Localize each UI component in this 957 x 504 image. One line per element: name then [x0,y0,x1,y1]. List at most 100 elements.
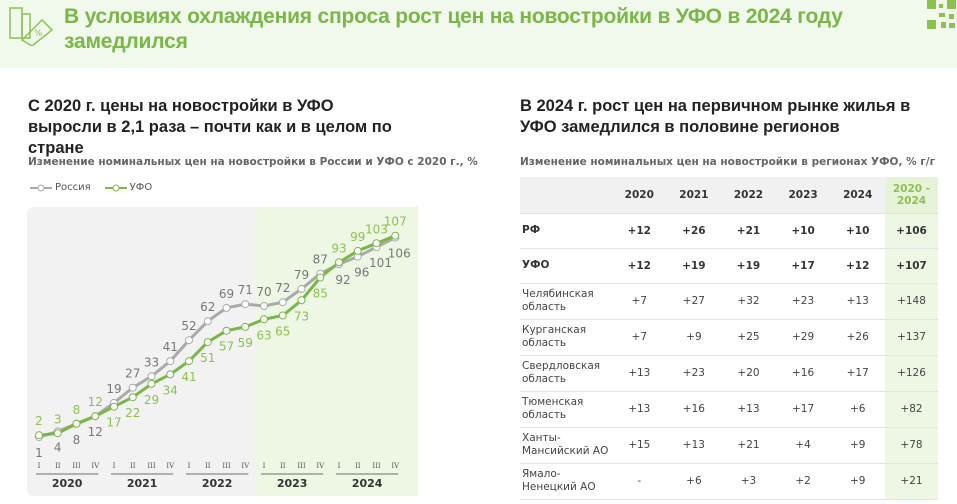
cell-value: +13 [612,355,667,392]
data-label: 12 [88,395,103,409]
data-label: 34 [163,383,178,397]
data-point [166,370,175,379]
data-label: 3 [54,412,62,426]
year-label: 2020 [52,477,83,490]
data-label: 12 [88,425,103,439]
right-subtitle: В 2024 г. рост цен на первичном рынке жи… [520,97,911,136]
data-point [185,336,193,345]
cell-value: +6 [666,463,722,500]
cell-value: +107 [885,248,938,284]
row-name: Курганская область [520,319,612,356]
regions-table: 2020 2021 2022 2023 2024 2020 - 2024 РФ +12 +26 +… [520,177,938,500]
cell-value: +82 [885,391,938,428]
cell-value: +17 [830,355,885,392]
data-point [335,258,343,267]
data-label: 52 [181,319,196,333]
data-label: 92 [335,273,350,287]
quarter-label: II [55,462,61,470]
data-label: 22 [125,406,140,420]
quarter-label: IV [166,462,175,470]
data-label: 57 [219,340,234,354]
legend-ufo: УФО [104,182,152,193]
data-label: 101 [369,256,392,270]
data-label: 87 [313,253,328,267]
column-header: 2023 [775,177,831,214]
cell-value: +13 [612,391,667,428]
cell-value: +21 [721,427,776,464]
cell-value: +13 [666,427,722,464]
cell-value: +20 [721,355,776,392]
data-label: 70 [256,285,271,299]
table-row: УФО +12 +19 +19 +17 +12 +107 [520,248,938,284]
cell-value: +19 [666,248,722,284]
cell-value: +7 [612,319,667,356]
quarter-label: II [355,462,361,470]
data-label: 33 [144,355,159,369]
column-header: 2020 - 2024 [885,177,938,214]
year-label: 2023 [277,477,308,490]
cell-value: +17 [775,391,831,428]
cell-value: +17 [775,248,831,284]
legend-russia: Россия [30,182,91,193]
cell-value: +32 [721,283,776,320]
data-point [353,246,362,255]
row-name: Ханты-Мансийский АО [520,427,612,464]
quarter-label: I [113,462,116,470]
row-name: УФО [520,248,612,284]
cell-value: +23 [775,283,831,320]
data-point [222,326,231,335]
cell-value: +26 [830,319,885,356]
quarter-label: III [147,462,156,470]
cell-value: +25 [721,319,776,356]
cell-value: +12 [830,248,885,284]
quarter-label: III [297,462,306,470]
cell-value: +9 [830,463,885,500]
data-label: 65 [275,325,290,339]
cell-value: +16 [666,391,722,428]
cell-value: +12 [612,248,667,284]
data-point [128,393,137,402]
cell-value: +10 [830,213,885,249]
quarter-label: IV [316,462,325,470]
legend: Россия УФО [30,182,152,193]
year-label: 2024 [352,477,383,490]
cell-value: +15 [612,427,667,464]
quarter-label: I [263,462,266,470]
table-row: Свердловская область +13 +23 +20 +16 +17 +126 [520,355,938,392]
quarter-label: IV [91,462,100,470]
data-point [91,412,100,421]
data-label: 72 [275,281,290,295]
data-point [297,284,306,293]
data-label: 1 [35,446,43,460]
data-label: 41 [181,370,196,384]
data-label: 107 [384,215,407,229]
quarter-label: I [188,462,191,470]
quarter-label: II [130,462,136,470]
chart-caption: Изменение номинальных цен на новостройки… [28,156,478,168]
year-label: 2022 [202,477,233,490]
row-name: РФ [520,213,612,249]
quarter-label: I [338,462,341,470]
cell-value: +137 [885,319,938,356]
building-percent-icon: % [9,7,54,46]
table-row: Ямало-Ненецкий АО - +6 +3 +2 +9 +21 [520,463,938,500]
cell-value: +27 [666,283,722,320]
data-label: 103 [365,222,388,236]
data-label: 29 [144,393,159,407]
cell-value: +23 [666,355,722,392]
data-label: 71 [238,283,253,297]
data-label: 4 [54,440,62,454]
cell-value: +148 [885,283,938,320]
cell-value: +126 [885,355,938,392]
cell-value: +12 [612,213,667,249]
data-label: 59 [238,336,253,350]
data-point [203,317,212,326]
cell-value: +78 [885,427,938,464]
quarter-label: III [222,462,231,470]
data-label: 69 [219,287,234,301]
table-row: РФ +12 +26 +21 +10 +10 +106 [520,213,938,249]
table-row: Ханты-Мансийский АО +15 +13 +21 +4 +9 +78 [520,427,938,464]
column-header: 2021 [666,177,722,214]
cell-value: +3 [721,463,776,500]
